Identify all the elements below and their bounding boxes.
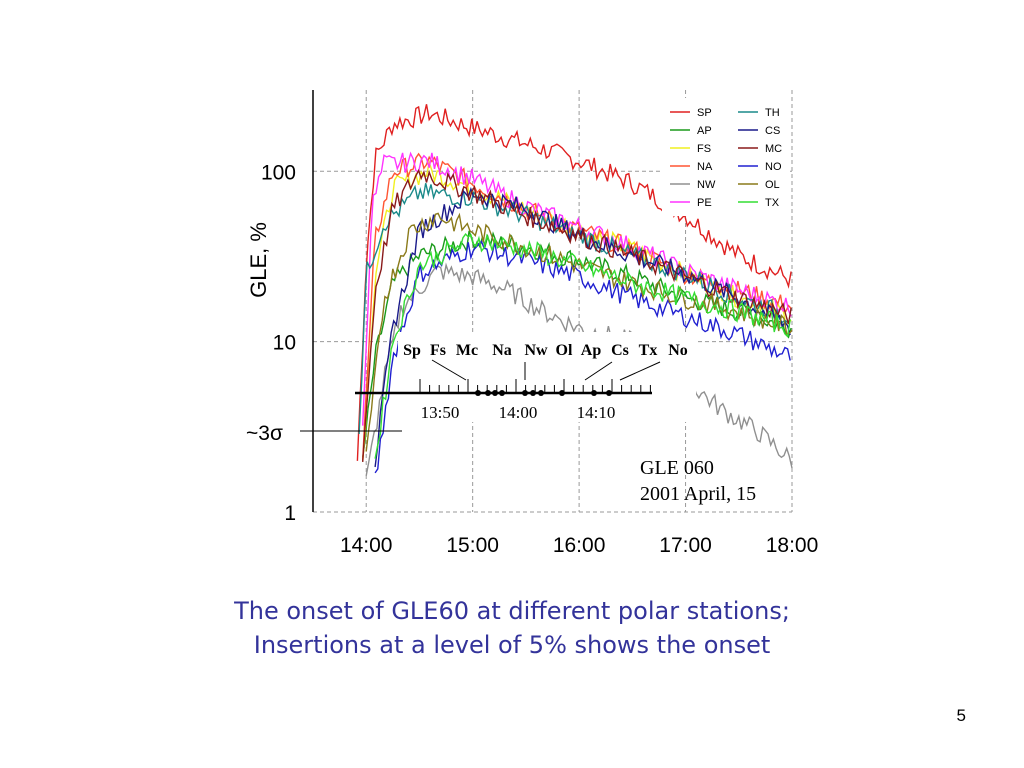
tick-labels: 14:00 15:00 16:00 17:00 18:00 1 10 100 <box>261 161 818 557</box>
legend-label: AP <box>697 125 712 137</box>
y-tick-label: 100 <box>261 161 296 184</box>
annotation-line-1: GLE 060 <box>640 457 714 479</box>
x-tick-label: 16:00 <box>553 534 606 557</box>
legend-label: CS <box>765 125 780 137</box>
inset-station-label: Nw <box>524 342 548 359</box>
legend-label: OL <box>765 179 780 191</box>
x-tick-label: 14:00 <box>340 534 393 557</box>
inset-station-label: Sp <box>403 342 421 359</box>
legend-label: SP <box>697 107 712 119</box>
inset-tick-label: 14:00 <box>499 403 538 422</box>
page-number: 5 <box>956 706 966 725</box>
inset-background <box>398 332 696 422</box>
inset-station-label: Mc <box>456 342 478 359</box>
inset-station-labels: Sp Fs Mc Na Nw Ol Ap Cs Tx No <box>403 342 688 359</box>
legend-label: TH <box>765 107 780 119</box>
inset-onset-marker <box>522 390 528 396</box>
x-tick-label: 15:00 <box>446 534 499 557</box>
inset-tick-label: 14:10 <box>577 403 616 422</box>
inset-station-label: Tx <box>639 342 658 359</box>
inset-onset-marker <box>538 390 544 396</box>
legend-label: TX <box>765 197 780 209</box>
series-lines <box>356 104 793 476</box>
inset-onset-marker <box>499 390 505 396</box>
inset-onset-marker <box>530 390 536 396</box>
legend-label: FS <box>697 143 711 155</box>
legend-background <box>662 98 790 216</box>
inset-station-label: Ap <box>581 342 602 359</box>
sigma-label: ~3σ <box>246 422 283 445</box>
series-line-tx <box>374 233 791 459</box>
legend: SP AP FS NA NW PE TH CS MC NO OL TX <box>662 98 790 216</box>
inset-onset-marker <box>492 390 498 396</box>
legend-label: MC <box>765 143 782 155</box>
annotation-line-2: 2001 April, 15 <box>640 483 756 505</box>
inset-tick-label: 13:50 <box>421 403 460 422</box>
legend-label: PE <box>697 197 712 209</box>
x-tick-label: 17:00 <box>659 534 712 557</box>
inset-pointer <box>431 359 467 381</box>
onset-inset: Sp Fs Mc Na Nw Ol Ap Cs Tx No 13:50 14:00 14:10 <box>355 332 696 422</box>
x-tick-label: 18:00 <box>766 534 819 557</box>
legend-label: NW <box>697 179 716 191</box>
inset-onset-marker <box>591 390 597 396</box>
inset-pointer <box>584 361 613 381</box>
caption-line-1: The onset of GLE60 at different polar st… <box>234 597 790 625</box>
y-tick-label: 10 <box>273 332 296 355</box>
y-tick-label: 1 <box>284 502 296 525</box>
series-line-sp <box>356 104 792 461</box>
inset-onset-marker <box>606 390 612 396</box>
series-line-ol <box>365 212 793 452</box>
inset-station-label: Cs <box>611 342 629 359</box>
inset-axis: 13:50 14:00 14:10 <box>355 359 661 422</box>
inset-onset-marker <box>475 390 481 396</box>
legend-label: NA <box>697 161 713 173</box>
y-axis-label: GLE, % <box>246 222 271 298</box>
series-line-mc <box>362 168 792 462</box>
inset-station-label: Ol <box>556 342 573 359</box>
caption-line-2: Insertions at a level of 5% shows the on… <box>253 631 771 659</box>
inset-station-label: Fs <box>430 342 446 359</box>
legend-label: NO <box>765 161 782 173</box>
inset-pointer <box>619 361 661 381</box>
inset-station-label: Na <box>492 342 512 359</box>
inset-station-label: No <box>668 342 688 359</box>
inset-onset-marker <box>559 390 565 396</box>
inset-onset-marker <box>485 390 491 396</box>
